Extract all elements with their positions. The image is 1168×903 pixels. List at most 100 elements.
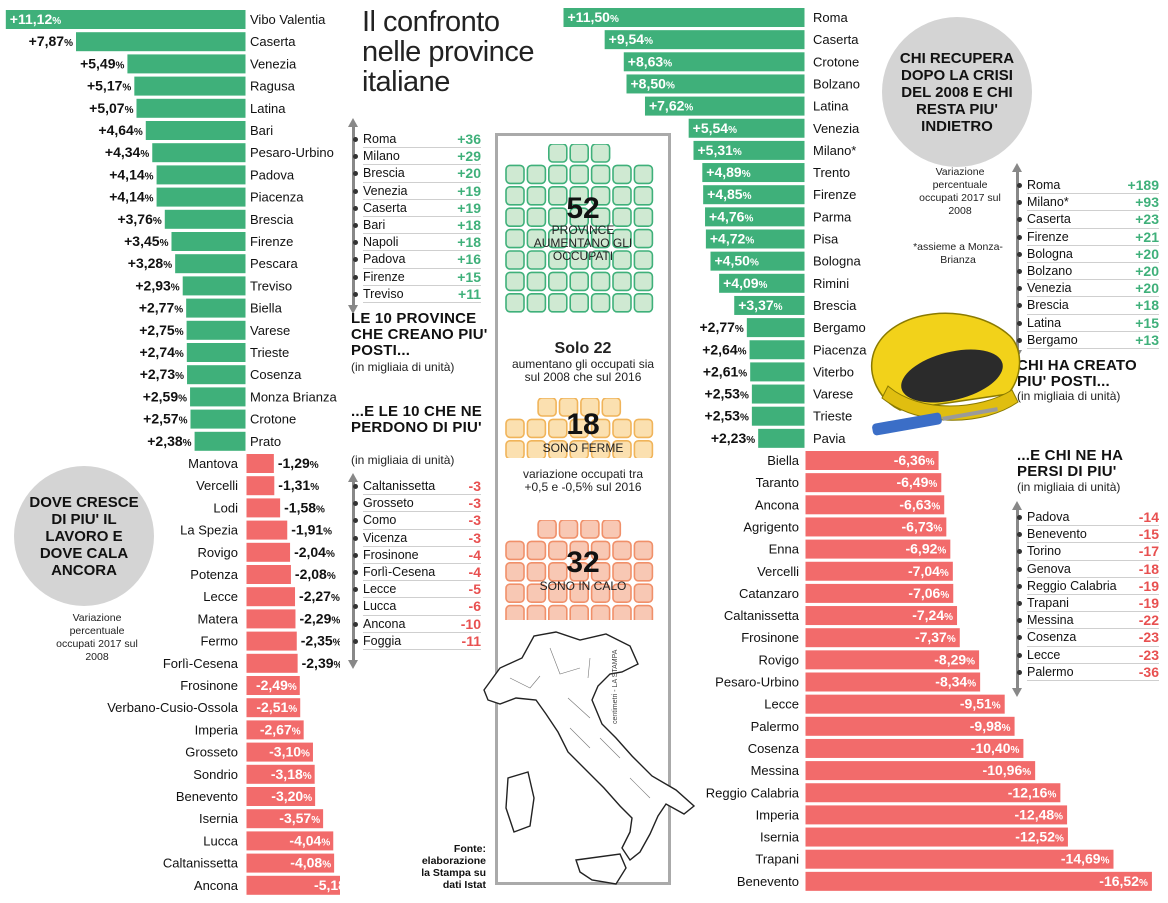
province-icon: [590, 185, 611, 206]
category-left-22: Lodi: [213, 500, 238, 515]
bullet-icon: [1017, 515, 1022, 520]
bar-right-14: [746, 318, 805, 338]
province-value: +18: [457, 217, 481, 234]
province-icon: [526, 164, 547, 185]
pct-left-19: %: [183, 438, 192, 449]
pct-left-27: %: [331, 615, 340, 626]
bar-left-15: [186, 343, 246, 362]
value-left-4: +5,07%: [89, 100, 133, 116]
right-section-title: CHI RECUPERA DOPO LA CRISI DEL 2008 E CH…: [899, 49, 1015, 135]
top10-lost-table: Caltanissetta -3 Grosseto -3 Como -3 Vicenza -3…: [353, 478, 481, 650]
bar-left-31: [246, 698, 301, 718]
table-row: Como -3: [353, 512, 481, 530]
value-left-21: -1,31%: [278, 477, 319, 493]
bullet-icon: [1017, 600, 1022, 606]
province-icon: [633, 207, 654, 227]
category-right-33: Cosenza: [748, 741, 800, 756]
province-icon: [505, 228, 525, 249]
value-right-29: -8,29%: [934, 651, 975, 667]
province-value: -6: [468, 598, 481, 615]
table-row: Padova -14: [1017, 509, 1159, 527]
top10-created-unit: (in migliaia di unità): [351, 360, 455, 374]
province-icon: [590, 604, 611, 620]
bar-left-7: [156, 165, 246, 185]
pct-right-20: %: [926, 457, 935, 468]
page-title: Il confronto nelle province italiane: [362, 6, 534, 98]
pct-right-24: %: [937, 546, 946, 557]
province-icon: [590, 583, 611, 603]
category-left-32: Imperia: [195, 722, 239, 737]
province-icon: [590, 250, 611, 270]
province-icon: [612, 250, 632, 270]
category-right-29: Rovigo: [759, 652, 799, 667]
bar-right-7: [702, 163, 805, 183]
province-icon: [505, 583, 525, 603]
province-icon: [505, 418, 525, 439]
bullet-icon: [353, 291, 358, 297]
province-value: +15: [1135, 314, 1159, 331]
bullet-icon: [353, 154, 358, 160]
bullet-icon: [1017, 549, 1022, 555]
bullet-icon: [353, 222, 358, 228]
pct-left-30: %: [288, 682, 297, 693]
pct-left-0: %: [52, 16, 61, 27]
bar-right-39: [805, 871, 1152, 891]
table-row: Milano* +93: [1017, 194, 1159, 212]
province-icon: [505, 271, 525, 292]
pct-right-12: %: [759, 280, 768, 291]
value-left-29: -2,39%: [302, 655, 340, 671]
province-icon: [547, 185, 568, 206]
pct-left-1: %: [64, 38, 73, 49]
bullet-icon: [353, 240, 358, 246]
province-icon: [590, 207, 611, 227]
province-icon: [548, 440, 568, 458]
pct-left-10: %: [160, 238, 169, 249]
bar-left-34: [246, 764, 315, 784]
pct-right-29: %: [966, 656, 975, 667]
table-row: Vicenza -3: [353, 530, 481, 547]
source-note: Fonte: elaborazione la Stampa su dati Is…: [421, 843, 486, 891]
category-right-9: Parma: [813, 209, 852, 224]
value-right-35: -12,16%: [1008, 784, 1057, 800]
province-icon: [547, 228, 568, 249]
province-icon: [590, 561, 611, 582]
province-value: +29: [457, 148, 481, 165]
province-icon: [612, 561, 632, 582]
bar-left-37: [246, 831, 334, 851]
category-right-21: Taranto: [756, 475, 799, 490]
bar-left-14: [186, 320, 246, 340]
bar-left-12: [182, 276, 246, 296]
category-right-36: Imperia: [756, 807, 800, 822]
bar-right-31: [805, 694, 1005, 714]
value-left-11: +3,28%: [128, 255, 172, 271]
value-left-9: +3,76%: [117, 211, 161, 227]
bar-left-19: [194, 431, 246, 451]
category-right-30: Pesaro-Urbino: [715, 675, 799, 690]
category-right-11: Bologna: [813, 254, 861, 269]
pct-right-38: %: [1101, 856, 1110, 867]
scroll-arrow-4: [1012, 501, 1022, 697]
province-name: Forlì-Cesena: [363, 565, 436, 580]
province-value: +19: [457, 199, 481, 216]
table-row: Palermo -36: [1017, 664, 1159, 681]
left-section-title: DOVE CRESCE DI PIU' IL LAVORO E DOVE CAL…: [29, 493, 139, 579]
category-left-12: Treviso: [250, 278, 292, 293]
bar-left-18: [190, 409, 246, 429]
pct-right-36: %: [1054, 811, 1063, 822]
province-icon: [526, 228, 547, 249]
bullet-icon: [353, 501, 358, 507]
right-created-title: CHI HA CREATO PIU' POSTI...: [1017, 357, 1137, 390]
sardinia: [505, 771, 535, 833]
value-left-2: +5,49%: [80, 55, 124, 71]
pct-right-35: %: [1047, 789, 1056, 800]
pct-left-17: %: [178, 393, 187, 404]
province-value: +16: [457, 251, 481, 268]
value-left-13: +2,77%: [139, 300, 183, 316]
category-left-4: Latina: [250, 101, 286, 116]
bar-left-30: [246, 676, 300, 695]
value-right-11: +4,50%: [715, 253, 759, 269]
solo-title: Solo 22: [554, 340, 612, 357]
province-icon: [612, 440, 632, 458]
bullet-icon: [353, 638, 358, 644]
province-value: +20: [1135, 245, 1159, 262]
